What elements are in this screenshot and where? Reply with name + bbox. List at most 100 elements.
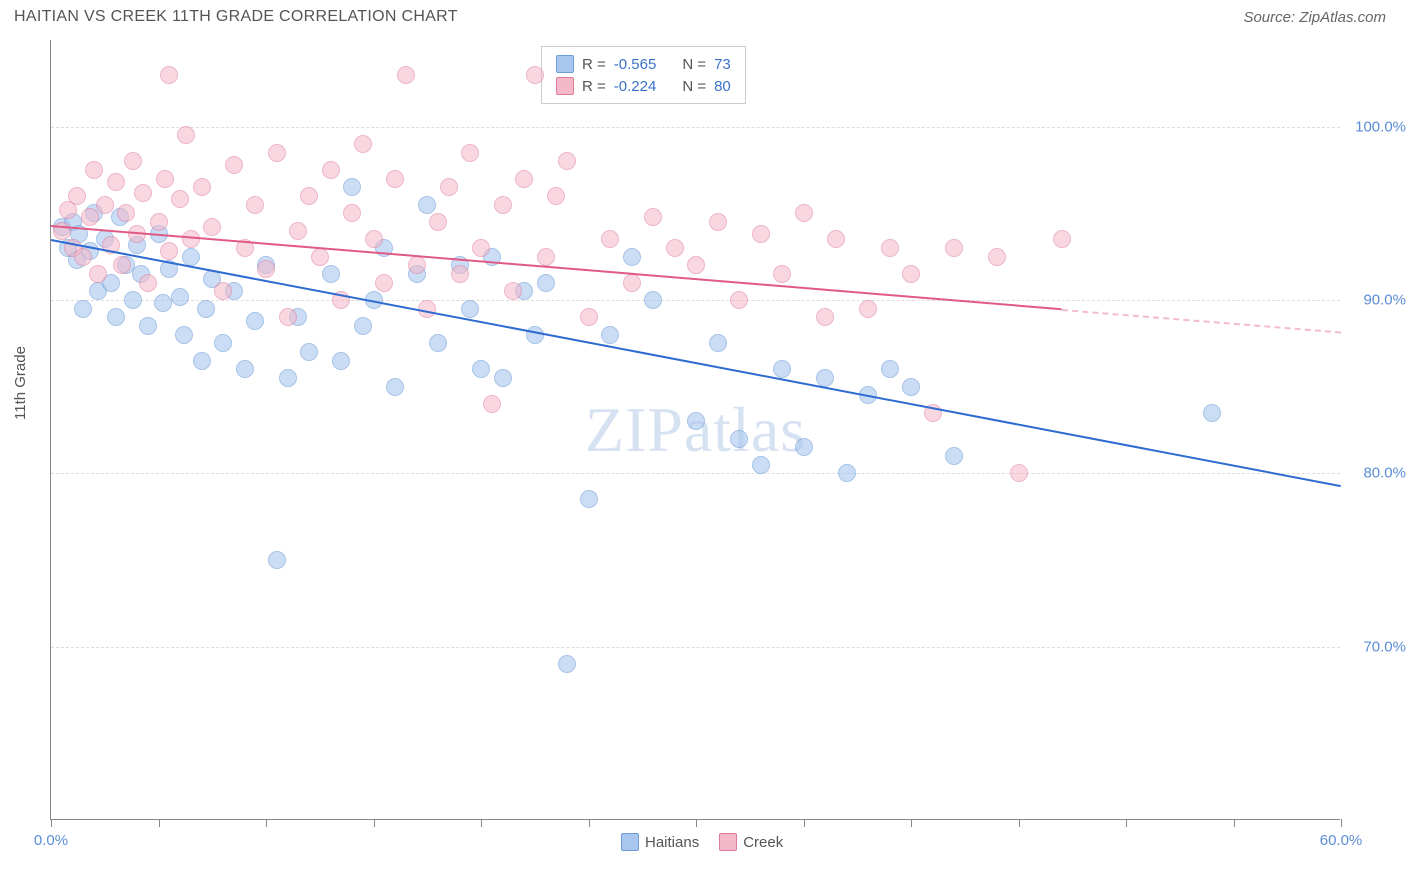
x-tick [481,819,482,827]
r-label: R = [582,56,606,73]
x-tick [1019,819,1020,827]
n-label: N = [682,78,706,95]
data-point-creek [156,170,174,188]
data-point-haitians [494,369,512,387]
legend-label-haitians: Haitians [645,834,699,851]
data-point-haitians [838,464,856,482]
data-point-haitians [124,291,142,309]
data-point-haitians [300,343,318,361]
data-point-haitians [107,308,125,326]
swatch-haitians [621,833,639,851]
data-point-haitians [182,248,200,266]
data-point-creek [827,230,845,248]
data-point-haitians [429,334,447,352]
data-point-creek [526,66,544,84]
swatch-creek [556,77,574,95]
data-point-creek [601,230,619,248]
x-tick-label: 0.0% [34,832,68,849]
data-point-creek [53,222,71,240]
data-point-creek [124,152,142,170]
data-point-creek [203,218,221,236]
gridline [51,300,1340,301]
data-point-creek [150,213,168,231]
data-point-creek [289,222,307,240]
swatch-haitians [556,55,574,73]
data-point-creek [96,196,114,214]
data-point-creek [397,66,415,84]
data-point-creek [117,204,135,222]
data-point-creek [139,274,157,292]
x-tick [374,819,375,827]
x-tick [696,819,697,827]
data-point-haitians [197,300,215,318]
data-point-haitians [1203,404,1221,422]
data-point-creek [68,187,86,205]
data-point-creek [214,282,232,300]
legend-label-creek: Creek [743,834,783,851]
n-value-haitians: 73 [714,56,731,73]
data-point-haitians [268,551,286,569]
data-point-haitians [795,438,813,456]
data-point-creek [515,170,533,188]
x-tick [159,819,160,827]
data-point-creek [1053,230,1071,248]
data-point-haitians [730,430,748,448]
data-point-creek [816,308,834,326]
data-point-haitians [74,300,92,318]
y-tick-label: 80.0% [1363,465,1406,482]
legend-item-haitians: Haitians [621,833,699,851]
y-tick-label: 100.0% [1355,118,1406,135]
data-point-creek [408,256,426,274]
data-point-creek [177,126,195,144]
gridline [51,127,1340,128]
x-tick [266,819,267,827]
data-point-creek [623,274,641,292]
data-point-haitians [945,447,963,465]
data-point-haitians [537,274,555,292]
data-point-haitians [472,360,490,378]
data-point-creek [451,265,469,283]
legend-item-creek: Creek [719,833,783,851]
x-tick [911,819,912,827]
data-point-creek [113,256,131,274]
data-point-creek [730,291,748,309]
data-point-creek [322,161,340,179]
data-point-creek [160,242,178,260]
data-point-creek [375,274,393,292]
data-point-haitians [214,334,232,352]
data-point-haitians [171,288,189,306]
data-point-creek [709,213,727,231]
data-point-creek [494,196,512,214]
data-point-creek [386,170,404,188]
data-point-haitians [687,412,705,430]
trend-line [1061,309,1341,334]
data-point-creek [257,260,275,278]
data-point-creek [666,239,684,257]
data-point-creek [945,239,963,257]
legend-row-creek: R = -0.224 N = 80 [556,75,731,97]
x-tick [1234,819,1235,827]
data-point-haitians [139,317,157,335]
r-value-creek: -0.224 [614,78,657,95]
data-point-creek [752,225,770,243]
data-point-creek [483,395,501,413]
data-point-creek [504,282,522,300]
x-tick [589,819,590,827]
data-point-haitians [580,490,598,508]
data-point-haitians [246,312,264,330]
watermark-atlas: atlas [684,394,806,465]
data-point-haitians [773,360,791,378]
data-point-creek [74,248,92,266]
data-point-haitians [154,294,172,312]
data-point-creek [268,144,286,162]
data-point-haitians [902,378,920,396]
data-point-creek [537,248,555,266]
data-point-haitians [418,196,436,214]
data-point-creek [134,184,152,202]
data-point-haitians [752,456,770,474]
gridline [51,473,1340,474]
watermark-zip: ZIP [585,394,684,465]
data-point-creek [644,208,662,226]
y-tick-label: 70.0% [1363,638,1406,655]
y-axis-label: 11th Grade [12,346,29,420]
